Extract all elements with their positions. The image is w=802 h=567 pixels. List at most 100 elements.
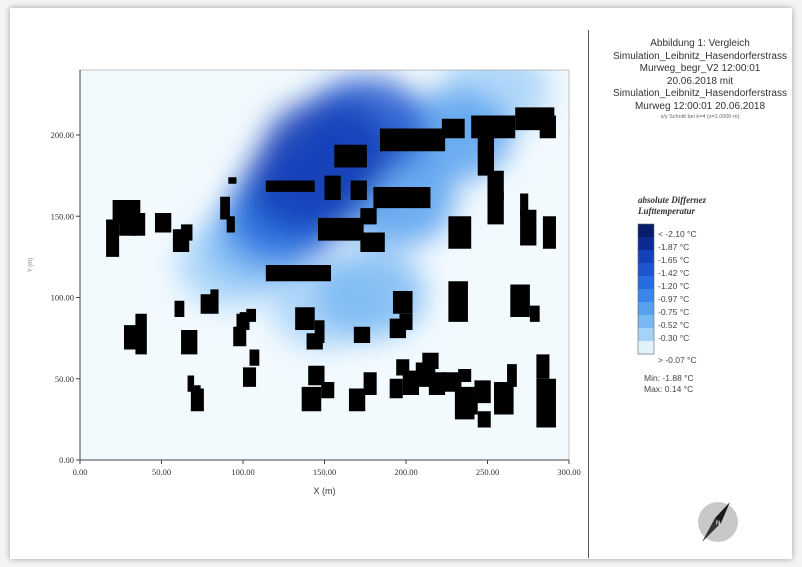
title-line: Abbildung 1: Vergleich [650, 38, 750, 49]
field-blob [262, 99, 393, 204]
building [477, 411, 491, 428]
x-axis-label: X (m) [314, 486, 336, 496]
building [187, 375, 195, 392]
compass-needle-south [702, 518, 721, 542]
legend-swatch [638, 315, 654, 329]
y-tick-label: 0.00 [59, 455, 74, 465]
x-tick-label: 100.00 [231, 467, 254, 477]
building [265, 180, 315, 192]
title-line: 20.06.2018 mit [666, 75, 734, 87]
building [246, 308, 257, 322]
y-tick-label: 50.00 [55, 374, 74, 384]
building [520, 209, 537, 246]
building [474, 380, 491, 404]
min-max-info: Min: -1.88 °C Max: 0.14 °C [644, 373, 694, 395]
building [135, 326, 142, 343]
building [210, 289, 219, 314]
building [428, 372, 446, 395]
building [249, 349, 260, 366]
field-blob [314, 249, 426, 339]
building [308, 365, 325, 386]
building [265, 265, 332, 282]
legend-bar-border [637, 223, 655, 355]
legend-swatch [638, 302, 654, 316]
x-tick-label: 150.00 [313, 467, 336, 477]
legend-swatch [638, 276, 654, 290]
building [239, 312, 247, 322]
legend-swatch [638, 224, 654, 238]
section-subtitle: x/y Schnitt bei k=4 (z=1.0000 m) [660, 114, 740, 120]
legend-swatch [638, 250, 654, 264]
building [154, 213, 172, 233]
title-line: Simulation_Leibnitz_Hasendorferstrass [613, 50, 787, 62]
building [536, 354, 550, 379]
legend-label: -1.20 °C [658, 281, 690, 291]
compass-label: N [716, 521, 720, 527]
legend-swatch [638, 289, 654, 303]
building [348, 388, 366, 412]
building [396, 359, 410, 376]
legend-title-line: absolute Differnez [638, 195, 707, 205]
building [220, 196, 230, 220]
building [174, 300, 185, 317]
building [520, 193, 529, 217]
building [494, 382, 514, 415]
legend-swatch [638, 328, 654, 342]
building [350, 180, 367, 200]
legend-label: -1.65 °C [658, 255, 690, 265]
legend-label: > -0.07 °C [658, 355, 697, 365]
max-label: Max: 0.14 °C [644, 384, 694, 394]
building [317, 217, 364, 241]
x-tick-label: 50.00 [152, 467, 171, 477]
north-arrow-icon: N [698, 502, 738, 542]
building [441, 118, 465, 139]
building [243, 367, 257, 387]
y-tick-label: 200.00 [51, 130, 74, 140]
building [399, 313, 413, 330]
building [181, 224, 193, 241]
building [324, 175, 341, 200]
building [353, 326, 371, 343]
heatmap-plot: 0.00 50.00 100.00 150.00 200.00 250.00 300.00 0… [28, 69, 655, 496]
building [448, 281, 468, 322]
building [363, 372, 377, 395]
building [233, 326, 247, 347]
legend-swatch [638, 341, 654, 355]
y-axis-label: Y (m) [28, 258, 34, 273]
legend-swatch [638, 263, 654, 277]
building [200, 294, 213, 314]
legend-swatch [638, 237, 654, 251]
building [542, 216, 556, 249]
x-tick-label: 300.00 [557, 467, 580, 477]
building [448, 216, 472, 249]
building [507, 364, 517, 387]
legend-label: -0.30 °C [658, 333, 690, 343]
building [389, 378, 403, 399]
x-tick-label: 200.00 [394, 467, 417, 477]
building [529, 305, 540, 322]
building [295, 307, 315, 330]
y-tick-label: 100.00 [51, 293, 74, 303]
x-tick-label: 0.00 [73, 467, 88, 477]
building [471, 115, 516, 139]
y-tick-label: 150.00 [51, 211, 74, 221]
building [464, 398, 478, 415]
legend-label: -0.52 °C [658, 320, 690, 330]
building [132, 213, 146, 236]
title-line: Murweg_begr_V2 12:00:01 [639, 63, 761, 74]
compass-needle-north [715, 502, 730, 523]
building [360, 208, 377, 225]
legend-label: -1.42 °C [658, 268, 690, 278]
buildings [106, 107, 556, 428]
building [402, 370, 420, 395]
legend-label: -0.75 °C [658, 307, 690, 317]
min-label: Min: -1.88 °C [644, 373, 694, 383]
legend-title-line: Lufttemperatur [638, 206, 696, 216]
figure-frame: 0.00 50.00 100.00 150.00 200.00 250.00 300.00 0… [10, 8, 792, 559]
building [379, 128, 446, 152]
building [487, 191, 504, 225]
building [119, 216, 136, 236]
figure-title-block: Abbildung 1: Vergleich Simulation_Leibni… [608, 38, 792, 122]
building [392, 291, 413, 314]
building [228, 177, 237, 184]
